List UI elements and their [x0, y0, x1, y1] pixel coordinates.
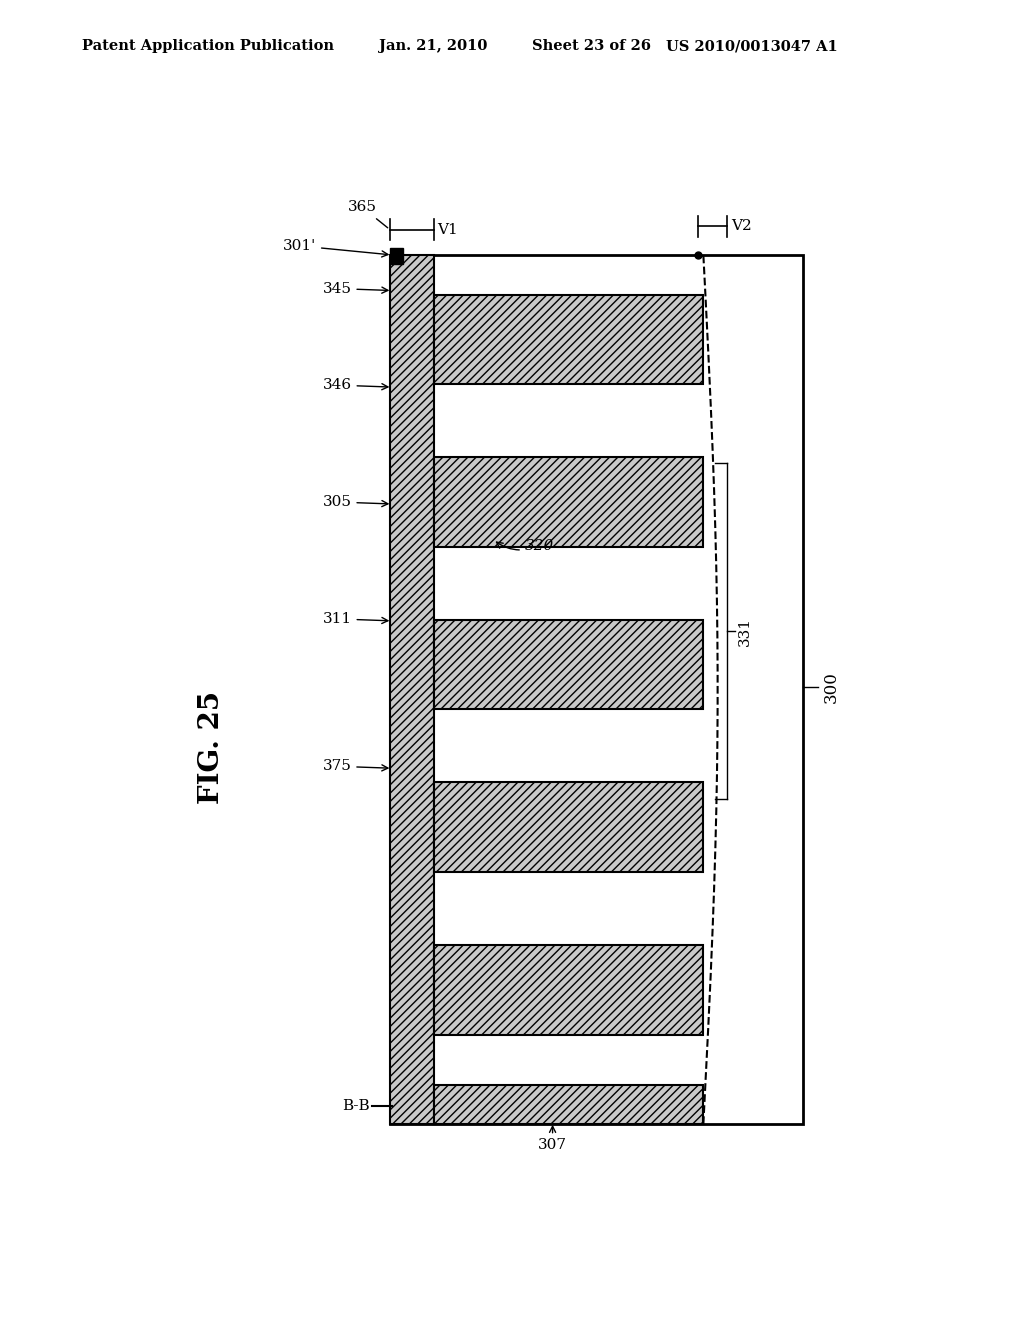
- Bar: [433, 783, 703, 873]
- Bar: [433, 620, 703, 709]
- Text: 345: 345: [323, 281, 388, 296]
- Text: 305: 305: [323, 495, 388, 510]
- Text: V1: V1: [437, 223, 459, 236]
- Bar: [390, 248, 402, 264]
- Text: Jan. 21, 2010: Jan. 21, 2010: [379, 40, 487, 53]
- Text: US 2010/0013047 A1: US 2010/0013047 A1: [666, 40, 838, 53]
- Text: 300: 300: [822, 671, 840, 702]
- Text: 320: 320: [497, 539, 554, 553]
- Text: 331: 331: [737, 616, 752, 645]
- Text: 375: 375: [323, 759, 388, 774]
- Bar: [433, 457, 703, 546]
- Bar: [433, 294, 703, 384]
- Text: B-B: B-B: [342, 1098, 370, 1113]
- Text: 365: 365: [347, 201, 388, 228]
- Text: 301': 301': [283, 239, 388, 257]
- Bar: [433, 945, 703, 1035]
- Text: Sheet 23 of 26: Sheet 23 of 26: [532, 40, 651, 53]
- Bar: [390, 255, 803, 1125]
- Bar: [390, 255, 433, 1125]
- Bar: [433, 1085, 703, 1125]
- Text: Patent Application Publication: Patent Application Publication: [82, 40, 334, 53]
- Text: V2: V2: [731, 219, 752, 234]
- Text: 346: 346: [323, 378, 388, 392]
- Text: 311: 311: [323, 612, 388, 626]
- Text: 307: 307: [538, 1126, 567, 1152]
- Text: FIG. 25: FIG. 25: [198, 692, 225, 804]
